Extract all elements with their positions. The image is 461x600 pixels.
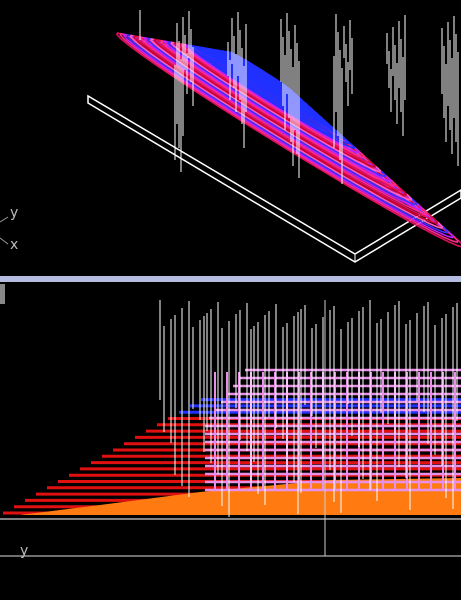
axis-x xyxy=(0,237,9,245)
view-3d xyxy=(87,10,461,263)
tab[interactable] xyxy=(0,284,5,304)
axis-label: y xyxy=(20,543,28,559)
axis-label: x xyxy=(10,237,18,253)
axis-label: y xyxy=(10,205,18,221)
finish-band xyxy=(20,478,461,515)
axis-y xyxy=(0,216,9,223)
splitter[interactable] xyxy=(0,276,461,282)
contour xyxy=(217,49,310,107)
